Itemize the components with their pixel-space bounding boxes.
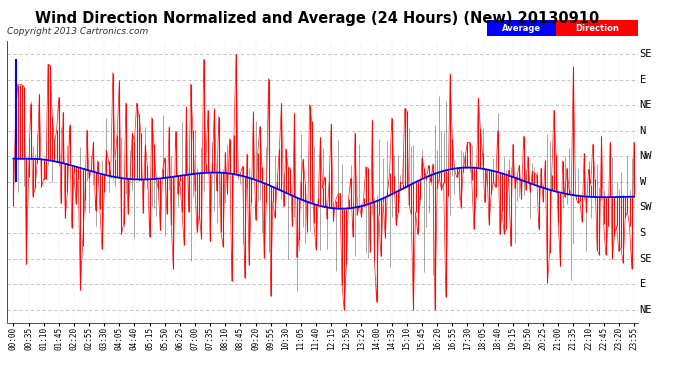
Text: NE: NE xyxy=(640,305,652,315)
Text: SE: SE xyxy=(640,254,652,264)
Text: Direction: Direction xyxy=(575,24,619,33)
Text: SE: SE xyxy=(640,49,652,59)
Text: E: E xyxy=(640,75,646,85)
Text: Wind Direction Normalized and Average (24 Hours) (New) 20130910: Wind Direction Normalized and Average (2… xyxy=(35,11,600,26)
Text: W: W xyxy=(640,177,646,187)
FancyBboxPatch shape xyxy=(556,20,638,36)
Text: NE: NE xyxy=(640,100,652,110)
Text: Copyright 2013 Cartronics.com: Copyright 2013 Cartronics.com xyxy=(7,27,148,36)
Text: SW: SW xyxy=(640,202,652,213)
Text: NW: NW xyxy=(640,151,652,161)
Text: S: S xyxy=(640,228,646,238)
FancyBboxPatch shape xyxy=(486,20,556,36)
Text: E: E xyxy=(640,279,646,289)
Text: Average: Average xyxy=(502,24,541,33)
Text: N: N xyxy=(640,126,646,136)
